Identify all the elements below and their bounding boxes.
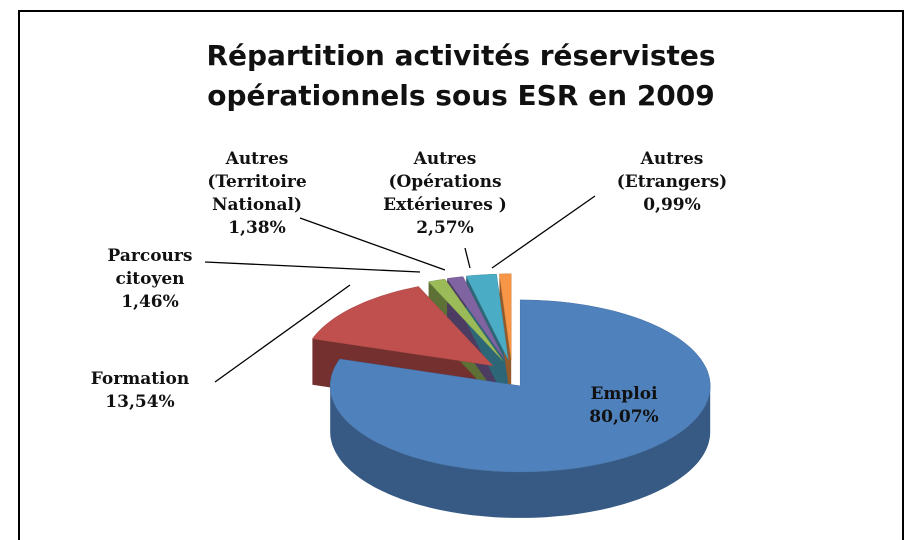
value-label: 0,99% <box>643 195 701 215</box>
category-label: Autres (Opérations Extérieures ) <box>383 149 507 215</box>
category-label: Emploi <box>590 384 658 404</box>
data-label: Emploi 80,07% <box>554 383 694 429</box>
leader-line <box>299 217 446 271</box>
leader-line <box>464 247 471 269</box>
slice <box>428 278 504 362</box>
leader-line <box>491 195 596 269</box>
category-label: Formation <box>90 369 190 389</box>
slice <box>446 276 506 361</box>
data-label: Formation 13,54% <box>60 368 220 414</box>
data-label: Autres (Territoire National) 1,38% <box>177 148 337 240</box>
slice <box>329 299 711 473</box>
value-label: 1,38% <box>228 218 286 238</box>
leader-line <box>204 261 421 273</box>
value-label: 80,07% <box>589 407 659 427</box>
value-label: 2,57% <box>416 218 474 238</box>
category-label: Autres (Etrangers) <box>616 149 728 192</box>
slice <box>465 273 509 361</box>
value-label: 13,54% <box>105 392 175 412</box>
category-label: Parcours citoyen <box>107 246 193 289</box>
data-label: Parcours citoyen 1,46% <box>85 245 215 314</box>
frame <box>18 10 904 540</box>
data-label: Autres (Etrangers) 0,99% <box>597 148 747 217</box>
slice-wall <box>330 385 711 518</box>
data-label: Autres (Opérations Extérieures ) 2,57% <box>360 148 530 240</box>
value-label: 1,46% <box>121 292 179 312</box>
chart-title: Répartition activités réservistes opérat… <box>206 39 716 112</box>
leader-line <box>214 284 351 383</box>
slice <box>311 286 494 367</box>
slice <box>499 273 512 360</box>
category-label: Autres (Territoire National) <box>207 149 307 215</box>
